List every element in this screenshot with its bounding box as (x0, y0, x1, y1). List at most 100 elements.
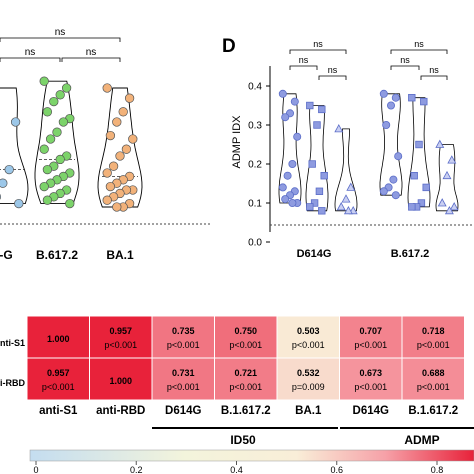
data-point (389, 175, 398, 184)
column-label: anti-S1 (39, 405, 78, 417)
data-point (112, 202, 122, 212)
significance-label: ns (414, 39, 424, 49)
heatmap-cell (151, 315, 215, 359)
data-point (0, 193, 2, 200)
cell-pvalue: p<0.001 (417, 382, 450, 392)
data-point (108, 161, 119, 171)
data-point (105, 130, 116, 141)
violin-outline (334, 128, 358, 212)
heatmap-cell (276, 315, 340, 359)
cell-pvalue: p<0.001 (354, 340, 387, 350)
cell-value: 0.532 (297, 368, 320, 378)
cell-value: 0.731 (172, 368, 195, 378)
heatmap-cell (276, 357, 340, 401)
data-point (42, 107, 53, 117)
data-point (341, 194, 351, 203)
correlation-heatmap: nti-S1 i-RBD 1.000 0.957 p<0.001 0.735 p<0.0… (0, 315, 474, 447)
panel-label: D (222, 36, 236, 57)
data-point (435, 139, 445, 148)
panel-d-violin-plot: D ADMP IDX 0.00.10.20.30.4 nsnsnsnsnsns … (222, 36, 474, 260)
violin-group (0, 80, 143, 208)
cell-pvalue: p<0.001 (167, 340, 200, 350)
violin-group (278, 93, 459, 212)
data-point (39, 181, 49, 192)
cell-value: 1.000 (109, 376, 132, 386)
cell-value: 1.000 (47, 334, 70, 344)
panel-c-violin-plot: ns ns ns -G B.617.2 BA.1 (0, 27, 212, 262)
data-point (42, 195, 53, 205)
row-label: i-RBD (0, 378, 25, 388)
data-point (346, 182, 356, 191)
cell-pvalue: p<0.001 (229, 340, 262, 350)
x-tick-label: -G (0, 248, 13, 262)
data-point (4, 164, 14, 175)
data-point (278, 183, 287, 192)
data-point (408, 203, 416, 211)
significance-label: ns (429, 65, 439, 75)
data-point (306, 101, 314, 110)
data-point (115, 151, 125, 161)
heatmap-cell (26, 315, 90, 359)
column-label: BA.1 (295, 405, 322, 417)
x-tick-label: D614G (297, 248, 332, 260)
data-point (61, 83, 72, 93)
x-tick-label: BA.1 (106, 248, 134, 262)
data-point (343, 205, 353, 215)
significance-bracket (390, 49, 448, 54)
cell-pvalue: p<0.001 (167, 382, 200, 392)
data-point (313, 121, 321, 129)
violin-outline (305, 105, 329, 212)
cell-value: 0.735 (172, 326, 195, 336)
violin-outline (0, 87, 29, 205)
y-tick-label: 0.1 (248, 199, 262, 210)
significance-label: ns (313, 39, 323, 49)
data-point (320, 171, 328, 180)
significance-label: ns (55, 27, 66, 38)
significance-bracket (289, 49, 347, 54)
data-point (288, 198, 297, 207)
data-point (334, 124, 344, 133)
significance-label: ns (86, 47, 97, 58)
scatter-points (278, 89, 459, 215)
colorbar-tick-label: 0.4 (230, 465, 243, 474)
heatmap-cell (401, 315, 465, 359)
significance-label: ns (400, 55, 410, 65)
data-point (336, 202, 346, 211)
cell-pvalue: p<0.001 (354, 382, 387, 392)
significance-bracket (289, 65, 318, 70)
colorbar-ticks: 0 0.2 0.4 0.6 0.8 (33, 461, 443, 474)
data-point (315, 187, 324, 195)
colorbar: 0 0.2 0.4 0.6 0.8 (29, 449, 474, 474)
colorbar-tick-label: 0.6 (330, 465, 343, 474)
y-ticks: 0.0 0.1 0.2 0.3 0.4 (248, 82, 270, 249)
column-group-label: ID50 (230, 433, 256, 447)
column-labels: anti-S1 anti-RBD D614G B.1.617.2 BA.1 D614G B.… (39, 405, 458, 417)
y-axis-label: ADMP IDX (231, 115, 243, 169)
data-point (415, 140, 423, 149)
data-point (437, 198, 447, 207)
data-point (410, 171, 418, 180)
significance-brackets: ns ns ns (0, 27, 121, 62)
data-point (42, 164, 53, 175)
significance-bracket (390, 65, 420, 70)
data-point (278, 89, 287, 98)
data-point (382, 121, 391, 130)
data-point (112, 117, 122, 127)
heatmap-cell (214, 357, 278, 401)
data-point (379, 89, 388, 98)
data-point (45, 134, 56, 144)
significance-label: ns (25, 47, 36, 58)
heatmap-cell (151, 357, 215, 401)
data-point (422, 183, 430, 192)
significance-bracket (0, 37, 121, 42)
colorbar-gradient (29, 449, 474, 462)
data-point (408, 94, 416, 102)
data-point (102, 195, 112, 205)
cell-value: 0.688 (422, 368, 445, 378)
cell-pvalue: p<0.001 (229, 382, 262, 392)
data-point (281, 195, 290, 204)
data-point (105, 181, 116, 192)
data-point (447, 155, 457, 164)
